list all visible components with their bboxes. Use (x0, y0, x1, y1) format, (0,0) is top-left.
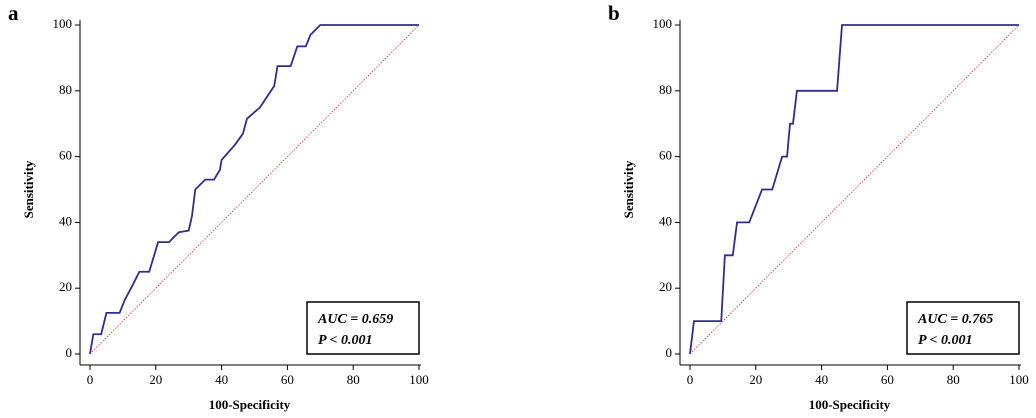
y-tick-label: 20 (59, 279, 72, 294)
y-tick-label: 0 (666, 345, 673, 360)
annotation: P < 0.001 (918, 333, 973, 348)
roc-curve (689, 24, 1019, 355)
panel-label: b (608, 1, 620, 25)
annotation: AUC = 0.765 (917, 312, 993, 327)
y-axis-title: Sensitivity (21, 160, 36, 218)
x-tick-label: 20 (749, 372, 762, 387)
x-tick-label: 60 (881, 372, 894, 387)
y-tick-label: 80 (59, 82, 72, 97)
y-axis-title: Sensitivity (621, 160, 636, 218)
annotation-box (306, 301, 420, 355)
x-tick-label: 80 (347, 372, 360, 387)
y-tick-label: 100 (53, 16, 73, 31)
y-tick-label: 20 (659, 279, 672, 294)
annotation: AUC = 0.659 (317, 312, 393, 327)
y-tick-label: 60 (59, 148, 72, 163)
panel-label: a (8, 1, 19, 25)
x-axis-title: 100-Specificity (809, 397, 891, 412)
x-tick-label: 60 (281, 372, 294, 387)
annotation: P < 0.001 (318, 333, 373, 348)
x-axis-title: 100-Specificity (209, 397, 291, 412)
reference-diagonal (89, 24, 420, 355)
x-tick-label: 20 (149, 372, 162, 387)
annotation-box (906, 301, 1020, 355)
x-tick-label: 0 (687, 372, 694, 387)
y-tick-label: 60 (659, 148, 672, 163)
x-tick-label: 80 (947, 372, 960, 387)
y-tick-label: 40 (659, 213, 672, 228)
roc-curve (89, 24, 419, 355)
reference-diagonal (689, 24, 1020, 355)
y-tick-label: 40 (59, 213, 72, 228)
x-tick-label: 40 (215, 372, 228, 387)
x-tick-label: 100 (409, 372, 429, 387)
y-tick-label: 0 (66, 345, 73, 360)
x-tick-label: 100 (1009, 372, 1029, 387)
y-tick-label: 80 (659, 82, 672, 97)
y-tick-label: 100 (653, 16, 673, 31)
x-tick-label: 0 (87, 372, 94, 387)
x-tick-label: 40 (815, 372, 828, 387)
